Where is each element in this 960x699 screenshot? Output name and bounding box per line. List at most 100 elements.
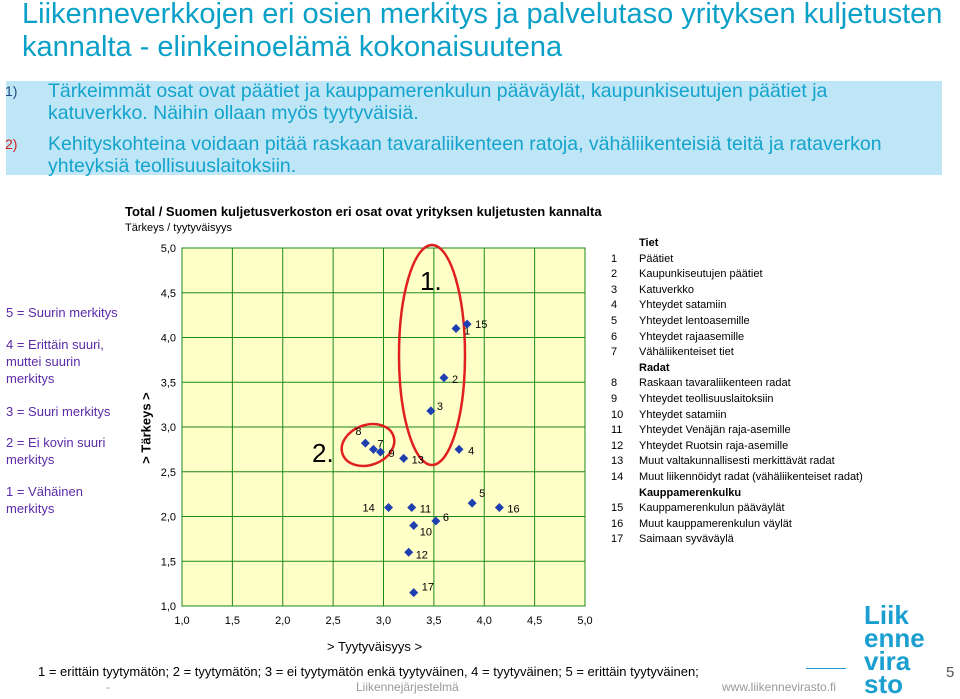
finding-1-text: Tärkeimmät osat ovat päätiet ja kauppame… — [48, 80, 828, 124]
x-tick-label: 3,5 — [426, 615, 441, 627]
y-tick-label: 4,0 — [161, 333, 176, 345]
data-point-12 — [404, 547, 414, 557]
data-point-label-5: 5 — [479, 488, 485, 500]
data-point-13 — [399, 453, 409, 463]
data-point-label-10: 10 — [420, 526, 432, 538]
logo-line-1: Liik — [864, 600, 909, 630]
legend-item-label: Yhteydet teollisuuslaitoksiin — [639, 393, 774, 405]
scale-item-2: 2 = Ei kovin suuri merkitys — [6, 435, 106, 467]
data-point-8 — [360, 438, 370, 448]
y-tick-label: 3,5 — [161, 377, 176, 389]
data-point-16 — [494, 503, 504, 513]
data-point-label-7: 7 — [377, 438, 383, 450]
data-point-label-4: 4 — [468, 445, 474, 457]
annotation-1: 1. — [420, 266, 442, 296]
legend-item-number: 7 — [611, 346, 618, 359]
y-tick-label: 2,0 — [161, 512, 176, 524]
legend-item-label: Muut liikennöidyt radat (vähäliikenteise… — [639, 471, 863, 483]
scale-footnote: 1 = erittäin tyytymätön; 2 = tyytymätön;… — [38, 664, 699, 679]
legend-item-number: 11 — [611, 424, 623, 437]
data-point-label-1: 1 — [464, 326, 470, 338]
x-tick-label: 2,0 — [275, 615, 290, 627]
legend-item-number: 6 — [611, 330, 618, 343]
legend-item-label: Päätiet — [639, 252, 674, 265]
legend-heading: Tiet — [639, 237, 659, 249]
legend-item-label: Yhteydet rajaasemille — [639, 330, 745, 343]
legend-item-number: 16 — [611, 517, 624, 530]
scale-item-1: 1 = Vähäinen merkitys — [6, 484, 83, 516]
data-point-label-17: 17 — [422, 582, 434, 594]
data-point-1 — [451, 324, 461, 334]
logo-line-2: enne — [864, 623, 925, 653]
x-tick-label: 5,0 — [577, 615, 592, 627]
footer-url: www.liikennevirasto.fi — [722, 680, 837, 694]
legend-item-label: Muut valtakunnallisesti merkittävät rada… — [639, 455, 835, 468]
legend-item-label: Kauppamerenkulun pääväylät — [639, 502, 785, 515]
y-tick-label: 1,5 — [161, 556, 176, 568]
chart-title: Total / Suomen kuljetusverkoston eri osa… — [125, 204, 602, 219]
x-axis-label: > Tyytyväisyys > — [327, 639, 423, 654]
legend-item-label: Saimaan syväväylä — [639, 533, 734, 546]
data-point-label-2: 2 — [452, 374, 458, 386]
footer-dash: - — [106, 680, 110, 694]
data-point-9 — [375, 447, 385, 457]
data-point-10 — [409, 520, 419, 530]
legend-item-number: 5 — [611, 315, 618, 327]
data-point-label-8: 8 — [355, 426, 361, 438]
y-tick-label: 3,0 — [161, 422, 176, 434]
legend-item-number: 15 — [611, 502, 624, 515]
finding-1-number: 1) — [5, 83, 18, 99]
chart-subtitle: Tärkeys / tyytyväisyys — [125, 222, 232, 234]
data-point-label-12: 12 — [416, 549, 428, 561]
legend-item-number: 14 — [611, 471, 624, 483]
legend-item-number: 1 — [611, 252, 618, 265]
key-findings-box — [6, 81, 942, 175]
data-point-4 — [454, 444, 464, 454]
liikennevirasto-logo: Liik enne vira sto — [864, 600, 925, 697]
legend-item-label: Raskaan tavaraliikenteen radat — [639, 377, 791, 390]
logo-line-3: vira — [864, 646, 911, 676]
scale-item-5: 5 = Suurin merkitys — [6, 305, 118, 320]
legend-item-label: Yhteydet satamiin — [639, 299, 727, 312]
legend-heading: Radat — [639, 361, 670, 374]
data-point-label-16: 16 — [507, 504, 519, 516]
x-tick-label: 4,0 — [477, 615, 492, 627]
finding-1: 1) Tärkeimmät osat ovat päätiet ja kaupp… — [5, 80, 928, 124]
legend-item-number: 12 — [611, 439, 624, 452]
data-point-label-6: 6 — [443, 512, 449, 524]
page-title: Liikenneverkkojen eri osien merkitys ja … — [22, 0, 943, 63]
legend-item-number: 4 — [611, 299, 618, 312]
data-point-label-15: 15 — [475, 319, 487, 331]
footer-rule — [806, 668, 846, 669]
scale-item-3: 3 = Suuri merkitys — [6, 404, 111, 419]
data-point-label-9: 9 — [388, 448, 394, 460]
legend-item-label: Muut kauppamerenkulun väylät — [639, 517, 792, 530]
data-point-3 — [426, 406, 436, 416]
legend-item-label: Katuverkko — [639, 283, 695, 296]
data-point-2 — [439, 373, 449, 383]
data-point-label-11: 11 — [420, 504, 431, 516]
legend-item-label: Yhteydet Venäjän raja-asemille — [639, 424, 791, 437]
finding-2-number: 2) — [5, 136, 18, 152]
scale-item-4: 4 = Erittäin suuri, muttei suurin merkit… — [6, 337, 104, 386]
legend-item-number: 2 — [611, 268, 618, 281]
legend-item-number: 13 — [611, 455, 624, 468]
data-point-label-3: 3 — [437, 401, 443, 413]
x-tick-label: 1,5 — [225, 615, 240, 627]
legend-item-label: Vähäliikenteiset tiet — [639, 346, 734, 359]
legend-item-label: Yhteydet satamiin — [639, 408, 727, 421]
annotation-2: 2. — [312, 438, 334, 468]
legend-item-number: 8 — [611, 377, 618, 390]
legend-item-label: Yhteydet lentoasemille — [639, 315, 750, 327]
x-tick-label: 4,5 — [527, 615, 542, 627]
legend-item-number: 17 — [611, 533, 624, 546]
legend-heading: Kauppamerenkulku — [639, 486, 742, 499]
legend-item-number: 3 — [611, 283, 618, 296]
x-tick-label: 3,0 — [376, 615, 391, 627]
data-point-11 — [407, 503, 417, 513]
data-point-14 — [384, 503, 394, 513]
data-point-7 — [368, 444, 378, 454]
footer-center-text: Liikennejärjestelmä — [356, 680, 459, 694]
y-tick-label: 1,0 — [161, 601, 176, 613]
